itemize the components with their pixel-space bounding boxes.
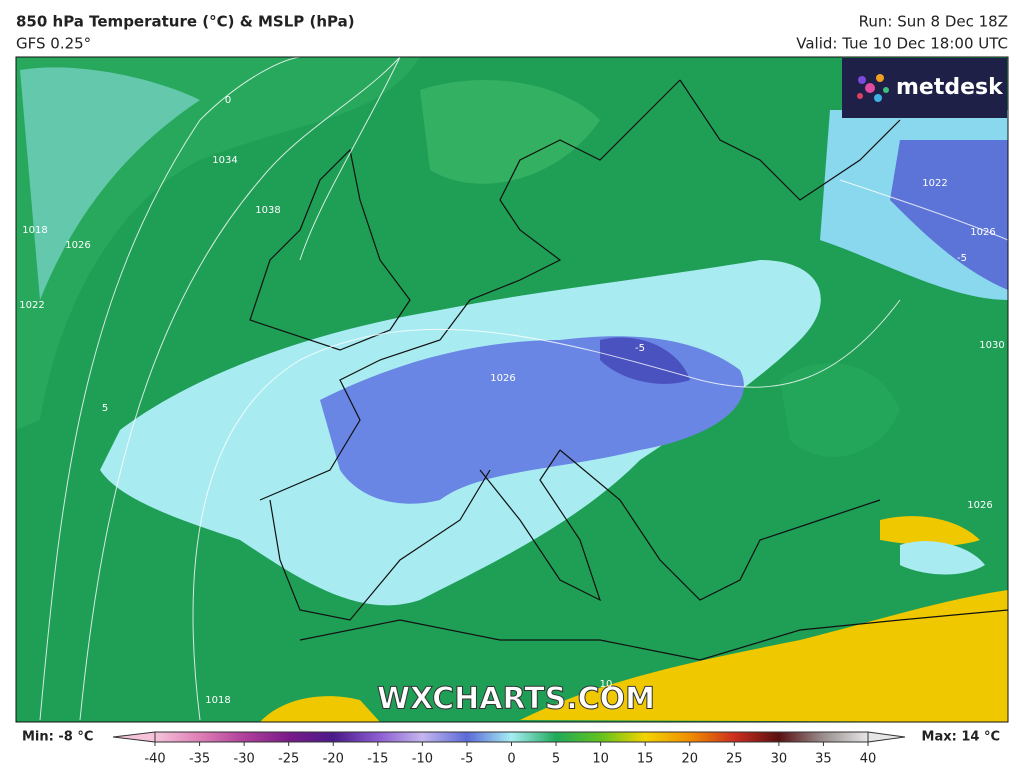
contour-label: 1026 (65, 240, 90, 251)
contour-label: 1030 (979, 340, 1004, 351)
contour-labels: 1034 1038 1026 1018 1022 1026 1022 1026 1018 1026… (19, 95, 1004, 706)
colorbar-tick-label: 15 (637, 752, 654, 767)
model: GFS 0.25° (16, 35, 91, 53)
colorbar-tick-label: 30 (771, 752, 788, 767)
colorbar: -40 -35 -30 -25 -20 -15 -10 -5 0 5 10 15 20 25 30 35 40 (112, 731, 906, 767)
colorbar-tick-label: 25 (726, 752, 743, 767)
contour-label: -5 (957, 253, 967, 264)
title: 850 hPa Temperature (°C) & MSLP (hPa) (16, 13, 355, 31)
colorbar-tick-label: 0 (507, 752, 515, 767)
colorbar-tick-label: -30 (234, 752, 255, 767)
colorbar-arrow-left (112, 731, 156, 743)
colorbar-tick-label: -5 (460, 752, 473, 767)
isobars (39, 57, 1008, 721)
colorbar-tick-label: -40 (144, 752, 165, 767)
colorbar-tick-label: 40 (860, 752, 877, 767)
contour-label: 1022 (922, 178, 947, 189)
colorbar-tick-label: 35 (815, 752, 832, 767)
colorbar-tick-label: -10 (412, 752, 433, 767)
logo-icon (857, 74, 889, 102)
map (16, 57, 1008, 722)
colorbar-tick-label: 20 (681, 752, 698, 767)
contour-label: 5 (102, 403, 108, 414)
contour-label: 10 (600, 679, 613, 690)
contour-label: 1026 (967, 500, 992, 511)
valid: Valid: Tue 10 Dec 18:00 UTC (796, 35, 1008, 53)
contour-label: 1026 (490, 373, 515, 384)
colorbar-tick-label: -35 (189, 752, 210, 767)
contour-label: 1038 (255, 205, 280, 216)
contour-label: 0 (225, 95, 231, 106)
colorbar-tick-label: -15 (367, 752, 388, 767)
contour-label: -5 (635, 343, 645, 354)
colorbar-tick-label: 5 (552, 752, 560, 767)
contour-label: 1026 (970, 227, 995, 238)
contour-label: 1022 (19, 300, 44, 311)
min-label: Min: -8 °C (22, 730, 93, 745)
colorbar-tick-label: -25 (278, 752, 299, 767)
contour-label: 1018 (205, 695, 230, 706)
run: Run: Sun 8 Dec 18Z (859, 13, 1008, 31)
colorbar-tick-label: 10 (592, 752, 609, 767)
colorbar-arrow-right (867, 731, 906, 743)
logo-text: metdesk (896, 75, 1004, 100)
contour-label: 1034 (212, 155, 237, 166)
map-frame (15, 56, 1009, 723)
colorbar-tick-label: -20 (323, 752, 344, 767)
coastlines (249, 79, 1008, 661)
contour-label: 1018 (22, 225, 47, 236)
colorbar-bar (154, 731, 869, 743)
max-label: Max: 14 °C (922, 730, 1000, 745)
watermark: WXCHARTS.COM (377, 682, 655, 717)
